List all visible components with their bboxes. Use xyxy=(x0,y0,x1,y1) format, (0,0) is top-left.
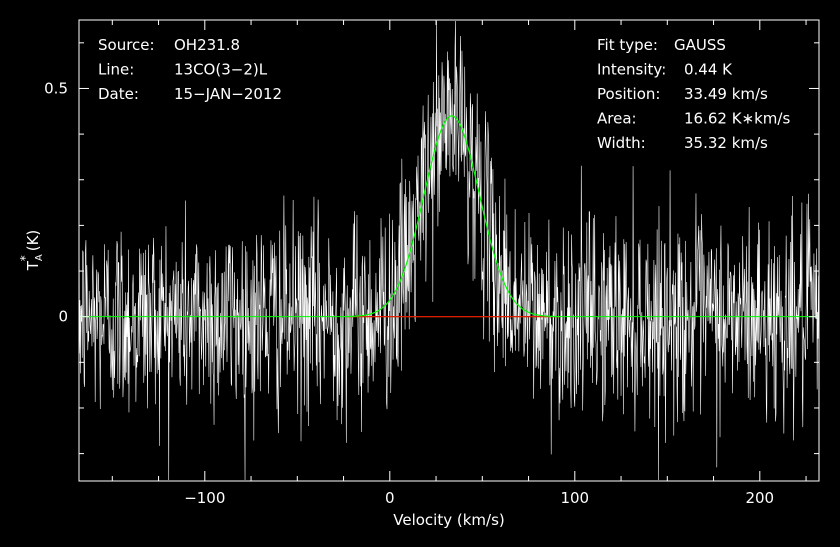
plot-frame xyxy=(78,19,820,482)
x-tick-label: −100 xyxy=(184,489,225,507)
x-tick-label: 0 xyxy=(385,489,395,507)
y-axis-label-sup: * xyxy=(18,255,32,261)
info-right-value: 33.49 km/s xyxy=(684,85,768,103)
info-right-label: Position: xyxy=(597,85,660,103)
info-left-value: 13CO(3−2)L xyxy=(174,61,268,79)
axis-ticks: −100 0 100 200 0 0.5 xyxy=(44,20,819,507)
info-right-value: GAUSS xyxy=(674,36,726,54)
spectrum-line xyxy=(78,20,820,481)
svg-text:TA*(K): TA* (K) xyxy=(18,230,45,272)
y-axis-label: TA* (K) xyxy=(18,230,45,272)
info-left-value: 15−JAN−2012 xyxy=(174,85,282,103)
info-right-label: Intensity: xyxy=(597,61,666,79)
x-tick-label: 100 xyxy=(560,489,589,507)
gaussian-fit-curve xyxy=(343,115,561,318)
info-left-label: Date: xyxy=(98,85,139,103)
y-axis-label-main: T xyxy=(24,260,42,271)
x-axis-label: Velocity (km/s) xyxy=(393,511,504,529)
info-left-value: OH231.8 xyxy=(174,36,240,54)
y-axis-label-unit: (K) xyxy=(24,230,42,252)
x-tick-label: 200 xyxy=(745,489,774,507)
spectrum-series xyxy=(78,20,820,481)
info-left-label: Line: xyxy=(98,61,134,79)
info-right-value: 35.32 km/s xyxy=(684,134,768,152)
y-axis-label-sub: A xyxy=(34,254,45,261)
info-right-label: Area: xyxy=(597,110,637,128)
info-right-label: Fit type: xyxy=(597,36,658,54)
info-right-label: Width: xyxy=(597,134,646,152)
info-block-left: Source: OH231.8 Line: 13CO(3−2)L Date: 15−JAN… xyxy=(98,36,282,103)
info-right-value: 16.62 K∗km/s xyxy=(684,110,790,128)
info-left-label: Source: xyxy=(98,36,155,54)
y-tick-label: 0 xyxy=(58,308,68,326)
info-block-right: Fit type: GAUSS Intensity: 0.44 K Position: 3… xyxy=(597,36,790,152)
info-right-value: 0.44 K xyxy=(684,61,733,79)
y-tick-label: 0.5 xyxy=(44,79,68,97)
fit-series xyxy=(79,115,819,318)
